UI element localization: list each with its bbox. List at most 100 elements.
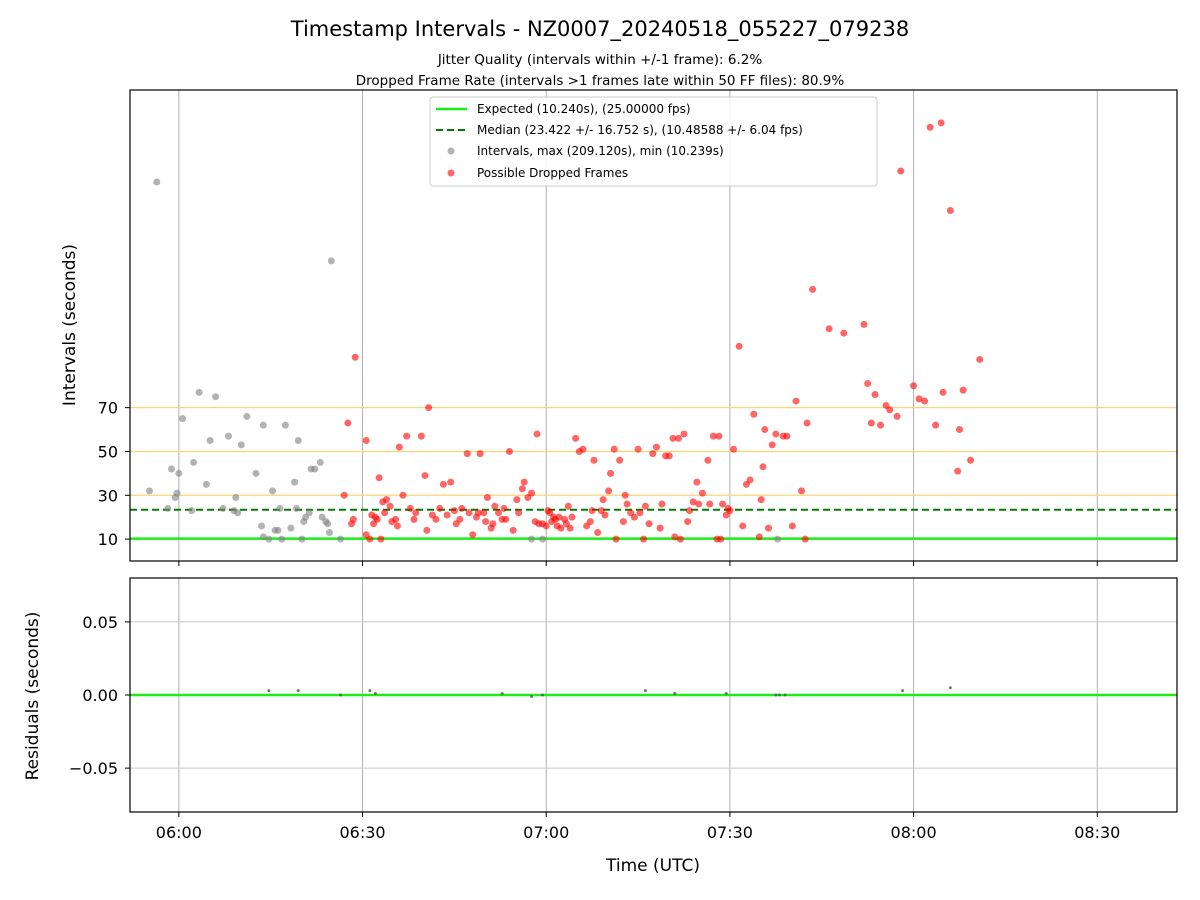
dropped-frame-point: [641, 502, 649, 510]
y-tick-label: 30: [98, 486, 118, 505]
dropped-frame-point: [406, 504, 414, 512]
interval-point: [164, 504, 172, 512]
interval-point: [252, 469, 260, 477]
dropped-frame-point: [586, 518, 594, 526]
dropped-frame-point: [340, 491, 348, 499]
residual-point: [724, 692, 728, 696]
dropped-frame-point: [366, 535, 374, 543]
dropped-frame-point: [616, 456, 624, 464]
dropped-frame-point: [509, 526, 517, 534]
interval-point: [265, 535, 273, 543]
y-tick-label: 0.05: [82, 613, 118, 632]
dropped-frame-point: [792, 397, 800, 405]
dropped-frame-point: [717, 535, 725, 543]
interval-point: [274, 526, 282, 534]
interval-point: [243, 412, 251, 420]
dropped-frame-point: [619, 518, 627, 526]
dropped-frame-point: [730, 445, 738, 453]
chart-title: Timestamp Intervals - NZ0007_20240518_05…: [290, 17, 909, 42]
dropped-frame-point: [877, 421, 885, 429]
chart-subtitle-dropped: Dropped Frame Rate (intervals >1 frames …: [356, 73, 845, 89]
dropped-frame-point: [695, 500, 703, 508]
dropped-frame-point: [674, 434, 682, 442]
legend-expected-label: Expected (10.240s), (25.00000 fps): [477, 102, 691, 116]
dropped-frame-point: [533, 430, 541, 438]
dropped-frame-point: [783, 432, 791, 440]
dropped-frame-point: [954, 467, 962, 475]
dropped-frame-point: [871, 391, 879, 399]
residual-point: [267, 689, 271, 693]
residuals-panel: 0.05 0.00 −0.05 06:00 06:30 07:00 07:30 08:00 08…: [69, 577, 1178, 842]
dropped-frame-point: [579, 445, 587, 453]
dropped-frame-point: [772, 430, 780, 438]
dropped-frame-point: [568, 513, 576, 521]
top-x-ticks: [178, 561, 1098, 566]
dropped-frame-point: [867, 419, 875, 427]
dropped-frame-point: [373, 515, 381, 523]
residual-point: [296, 689, 300, 693]
dropped-frame-point: [500, 504, 508, 512]
dropped-frame-point: [515, 509, 523, 517]
dropped-frame-point: [432, 515, 440, 523]
interval-point: [298, 535, 306, 543]
residual-point: [643, 689, 647, 693]
interval-point: [168, 465, 176, 473]
interval-point: [291, 478, 299, 486]
dropped-frame-point: [349, 515, 357, 523]
dropped-frame-point: [915, 395, 923, 403]
residual-points: [267, 686, 952, 698]
dropped-frame-point: [658, 500, 666, 508]
dropped-frame-point: [392, 515, 400, 523]
series-intervals: [145, 178, 782, 543]
dropped-frame-point: [689, 498, 697, 506]
dropped-frame-point: [410, 515, 418, 523]
dropped-frame-point: [656, 524, 664, 532]
legend-dropped-swatch: [447, 169, 455, 177]
dropped-frame-point: [801, 535, 809, 543]
dropped-frame-point: [566, 524, 574, 532]
dropped-frame-point: [921, 397, 929, 405]
dropped-frame-point: [798, 487, 806, 495]
dropped-frame-point: [959, 386, 967, 394]
dropped-frame-point: [645, 520, 653, 528]
legend-dropped-label: Possible Dropped Frames: [477, 166, 628, 180]
interval-point: [179, 415, 187, 423]
dropped-frame-point: [443, 511, 451, 519]
dropped-frame-point: [809, 285, 817, 293]
dropped-frame-point: [910, 382, 918, 390]
interval-point: [237, 441, 245, 449]
dropped-frame-point: [739, 522, 747, 530]
interval-point: [528, 535, 536, 543]
interval-point: [337, 535, 345, 543]
dropped-frame-point: [768, 441, 776, 449]
dropped-frame-point: [590, 456, 598, 464]
interval-point: [278, 535, 286, 543]
dropped-frame-point: [698, 489, 706, 497]
interval-point: [327, 257, 335, 265]
dropped-frame-point: [502, 515, 510, 523]
top-plot-frame: [129, 89, 1178, 562]
dropped-frame-point: [399, 491, 407, 499]
dropped-frame-point: [417, 432, 425, 440]
dropped-frame-point: [450, 507, 458, 515]
x-tick-label: 07:30: [707, 823, 753, 842]
residual-point: [530, 694, 534, 698]
dropped-frame-point: [621, 491, 629, 499]
y-tick-label: 50: [98, 442, 118, 461]
dropped-frame-point: [825, 325, 833, 333]
top-y-ticks: 10 30 50 70: [98, 399, 130, 549]
dropped-frame-point: [572, 434, 580, 442]
interval-point: [774, 535, 782, 543]
x-tick-label: 08:30: [1074, 823, 1120, 842]
dropped-frame-point: [759, 463, 767, 471]
residual-point: [901, 689, 905, 693]
interval-point: [145, 487, 153, 495]
x-tick-label: 08:00: [891, 823, 937, 842]
dropped-frame-point: [937, 119, 945, 127]
dropped-frame-point: [755, 533, 763, 541]
dropped-frame-point: [382, 496, 390, 504]
interval-point: [287, 524, 295, 532]
dropped-frame-point: [761, 426, 769, 434]
x-axis-label: Time (UTC): [605, 856, 700, 876]
dropped-frame-point: [897, 167, 905, 175]
